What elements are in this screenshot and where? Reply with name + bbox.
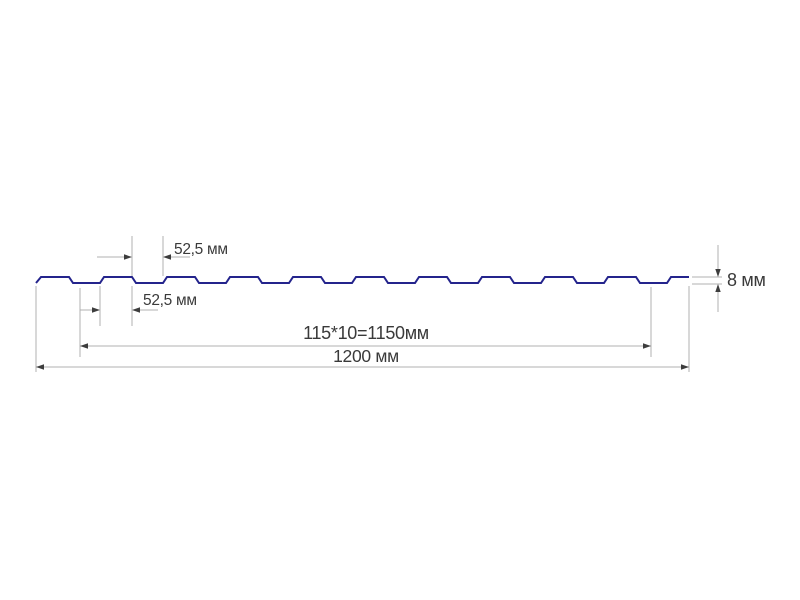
dim-label-overall-width: 1200 мм <box>333 346 399 366</box>
arrow-valley-right <box>163 254 171 260</box>
arrow-overall-right <box>681 364 689 370</box>
arrow-rib-right <box>132 307 140 313</box>
extension-lines <box>35 236 722 372</box>
dimension-lines <box>36 245 721 370</box>
arrow-working-right <box>643 343 651 349</box>
dim-label-rib-width: 52,5 мм <box>143 292 197 309</box>
arrow-rib-left <box>92 307 100 313</box>
dim-label-valley-width: 52,5 мм <box>174 241 228 258</box>
arrow-working-left <box>80 343 88 349</box>
dim-label-profile-height: 8 мм <box>727 270 766 290</box>
arrow-overall-left <box>36 364 44 370</box>
arrow-height-down <box>715 269 721 277</box>
arrow-height-up <box>715 284 721 292</box>
dim-label-working-width: 115*10=1150мм <box>303 323 429 343</box>
profile-outline <box>35 276 689 284</box>
arrow-valley-left <box>124 254 132 260</box>
dimension-labels: 52,5 мм 52,5 мм 115*10=1150мм 1200 мм 8 … <box>143 241 766 366</box>
